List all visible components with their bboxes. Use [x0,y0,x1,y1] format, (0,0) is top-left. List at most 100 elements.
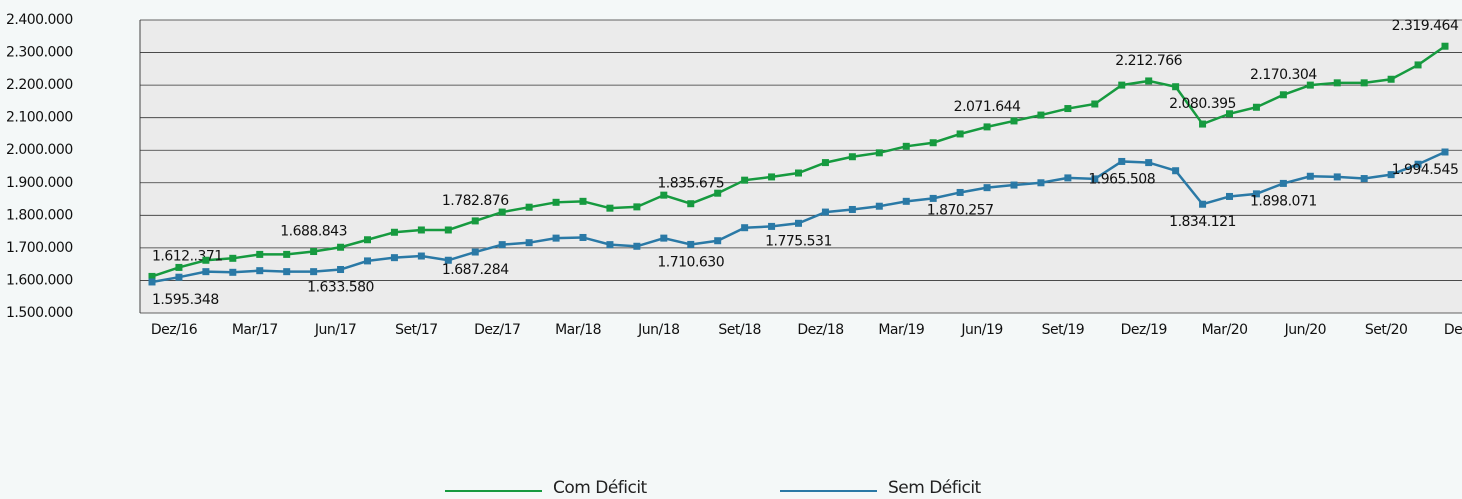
x-tick-label: Dez/18 [797,322,843,338]
point [1360,175,1368,183]
point [417,252,425,260]
x-tick-label: Jun/18 [637,322,679,338]
point [821,159,829,167]
point [1010,117,1018,125]
data-label: 1.835.675 [657,176,724,192]
point [390,254,398,262]
y-tick-label: 1.900.000 [6,175,73,191]
x-tick-label: Dez/20 [1444,322,1462,338]
data-label: 1.994.545 [1392,162,1459,178]
point [983,123,991,131]
point [498,241,506,249]
point [256,250,264,258]
legend-label: Com Déficit [553,478,648,498]
point [1360,79,1368,87]
point [1010,181,1018,189]
point [1441,42,1449,50]
data-label: 1.595.348 [152,292,219,308]
point [390,228,398,236]
point [902,197,910,205]
point [606,204,614,212]
point [633,203,641,211]
point [1333,173,1341,181]
point [1145,77,1153,85]
point [1387,171,1395,179]
point [606,241,614,249]
point [660,234,668,242]
point [1414,61,1422,69]
point [1172,167,1180,175]
point [283,250,291,258]
x-tick-label: Dez/19 [1121,322,1167,338]
point [714,237,722,245]
data-label: 1.687.284 [442,262,509,278]
data-label: 1.782.876 [442,193,509,209]
data-label: 1.870.257 [927,202,994,218]
point [498,208,506,216]
point [444,256,452,264]
point [229,254,237,262]
point [175,263,183,271]
point [1118,157,1126,165]
y-tick-label: 2.200.000 [6,77,73,93]
data-label: 2.212.766 [1115,53,1182,69]
y-tick-label: 2.000.000 [6,142,73,158]
y-tick-label: 2.300.000 [6,45,73,61]
point [552,198,560,206]
point [1172,83,1180,91]
point [1252,190,1260,198]
point [714,189,722,197]
point [471,217,479,225]
data-label: 1.965.508 [1088,171,1155,187]
point [1199,120,1207,128]
point [848,153,856,161]
point [579,197,587,205]
x-tick-label: Set/20 [1365,322,1408,338]
x-tick-label: Set/18 [718,322,761,338]
point [202,268,210,276]
point [875,202,883,210]
point [1091,175,1099,183]
point [229,268,237,276]
point [175,273,183,281]
data-label: 1.688.843 [280,224,347,240]
x-tick-label: Mar/20 [1202,322,1248,338]
point [417,226,425,234]
point [1226,192,1233,200]
point [687,240,695,248]
point [902,142,910,150]
point [633,242,641,250]
point [1037,111,1045,119]
data-label: 1.710.630 [657,254,724,270]
point [1037,179,1045,187]
point [1145,159,1153,167]
point [848,205,856,213]
data-label: 2.080.395 [1169,96,1236,112]
point [956,130,964,138]
point [444,226,452,234]
point [1064,174,1072,182]
y-tick-label: 2.100.000 [6,110,73,126]
point [1279,91,1287,99]
point [929,194,937,202]
point [1064,105,1072,113]
point [795,169,802,177]
x-tick-label: Jun/17 [314,322,356,338]
point [148,278,156,286]
point [1333,79,1341,87]
point [1441,148,1449,156]
x-tick-label: Dez/16 [151,322,198,338]
point [1306,172,1314,180]
x-tick-label: Set/19 [1042,322,1085,338]
point [741,224,749,232]
point [821,208,829,216]
point [1226,110,1233,118]
x-tick-label: Set/17 [395,322,438,338]
point [1279,179,1287,187]
point [687,200,695,208]
point [795,219,802,227]
point [337,243,345,251]
point [337,266,345,274]
point [741,176,749,184]
data-label: 2.071.644 [954,99,1021,115]
